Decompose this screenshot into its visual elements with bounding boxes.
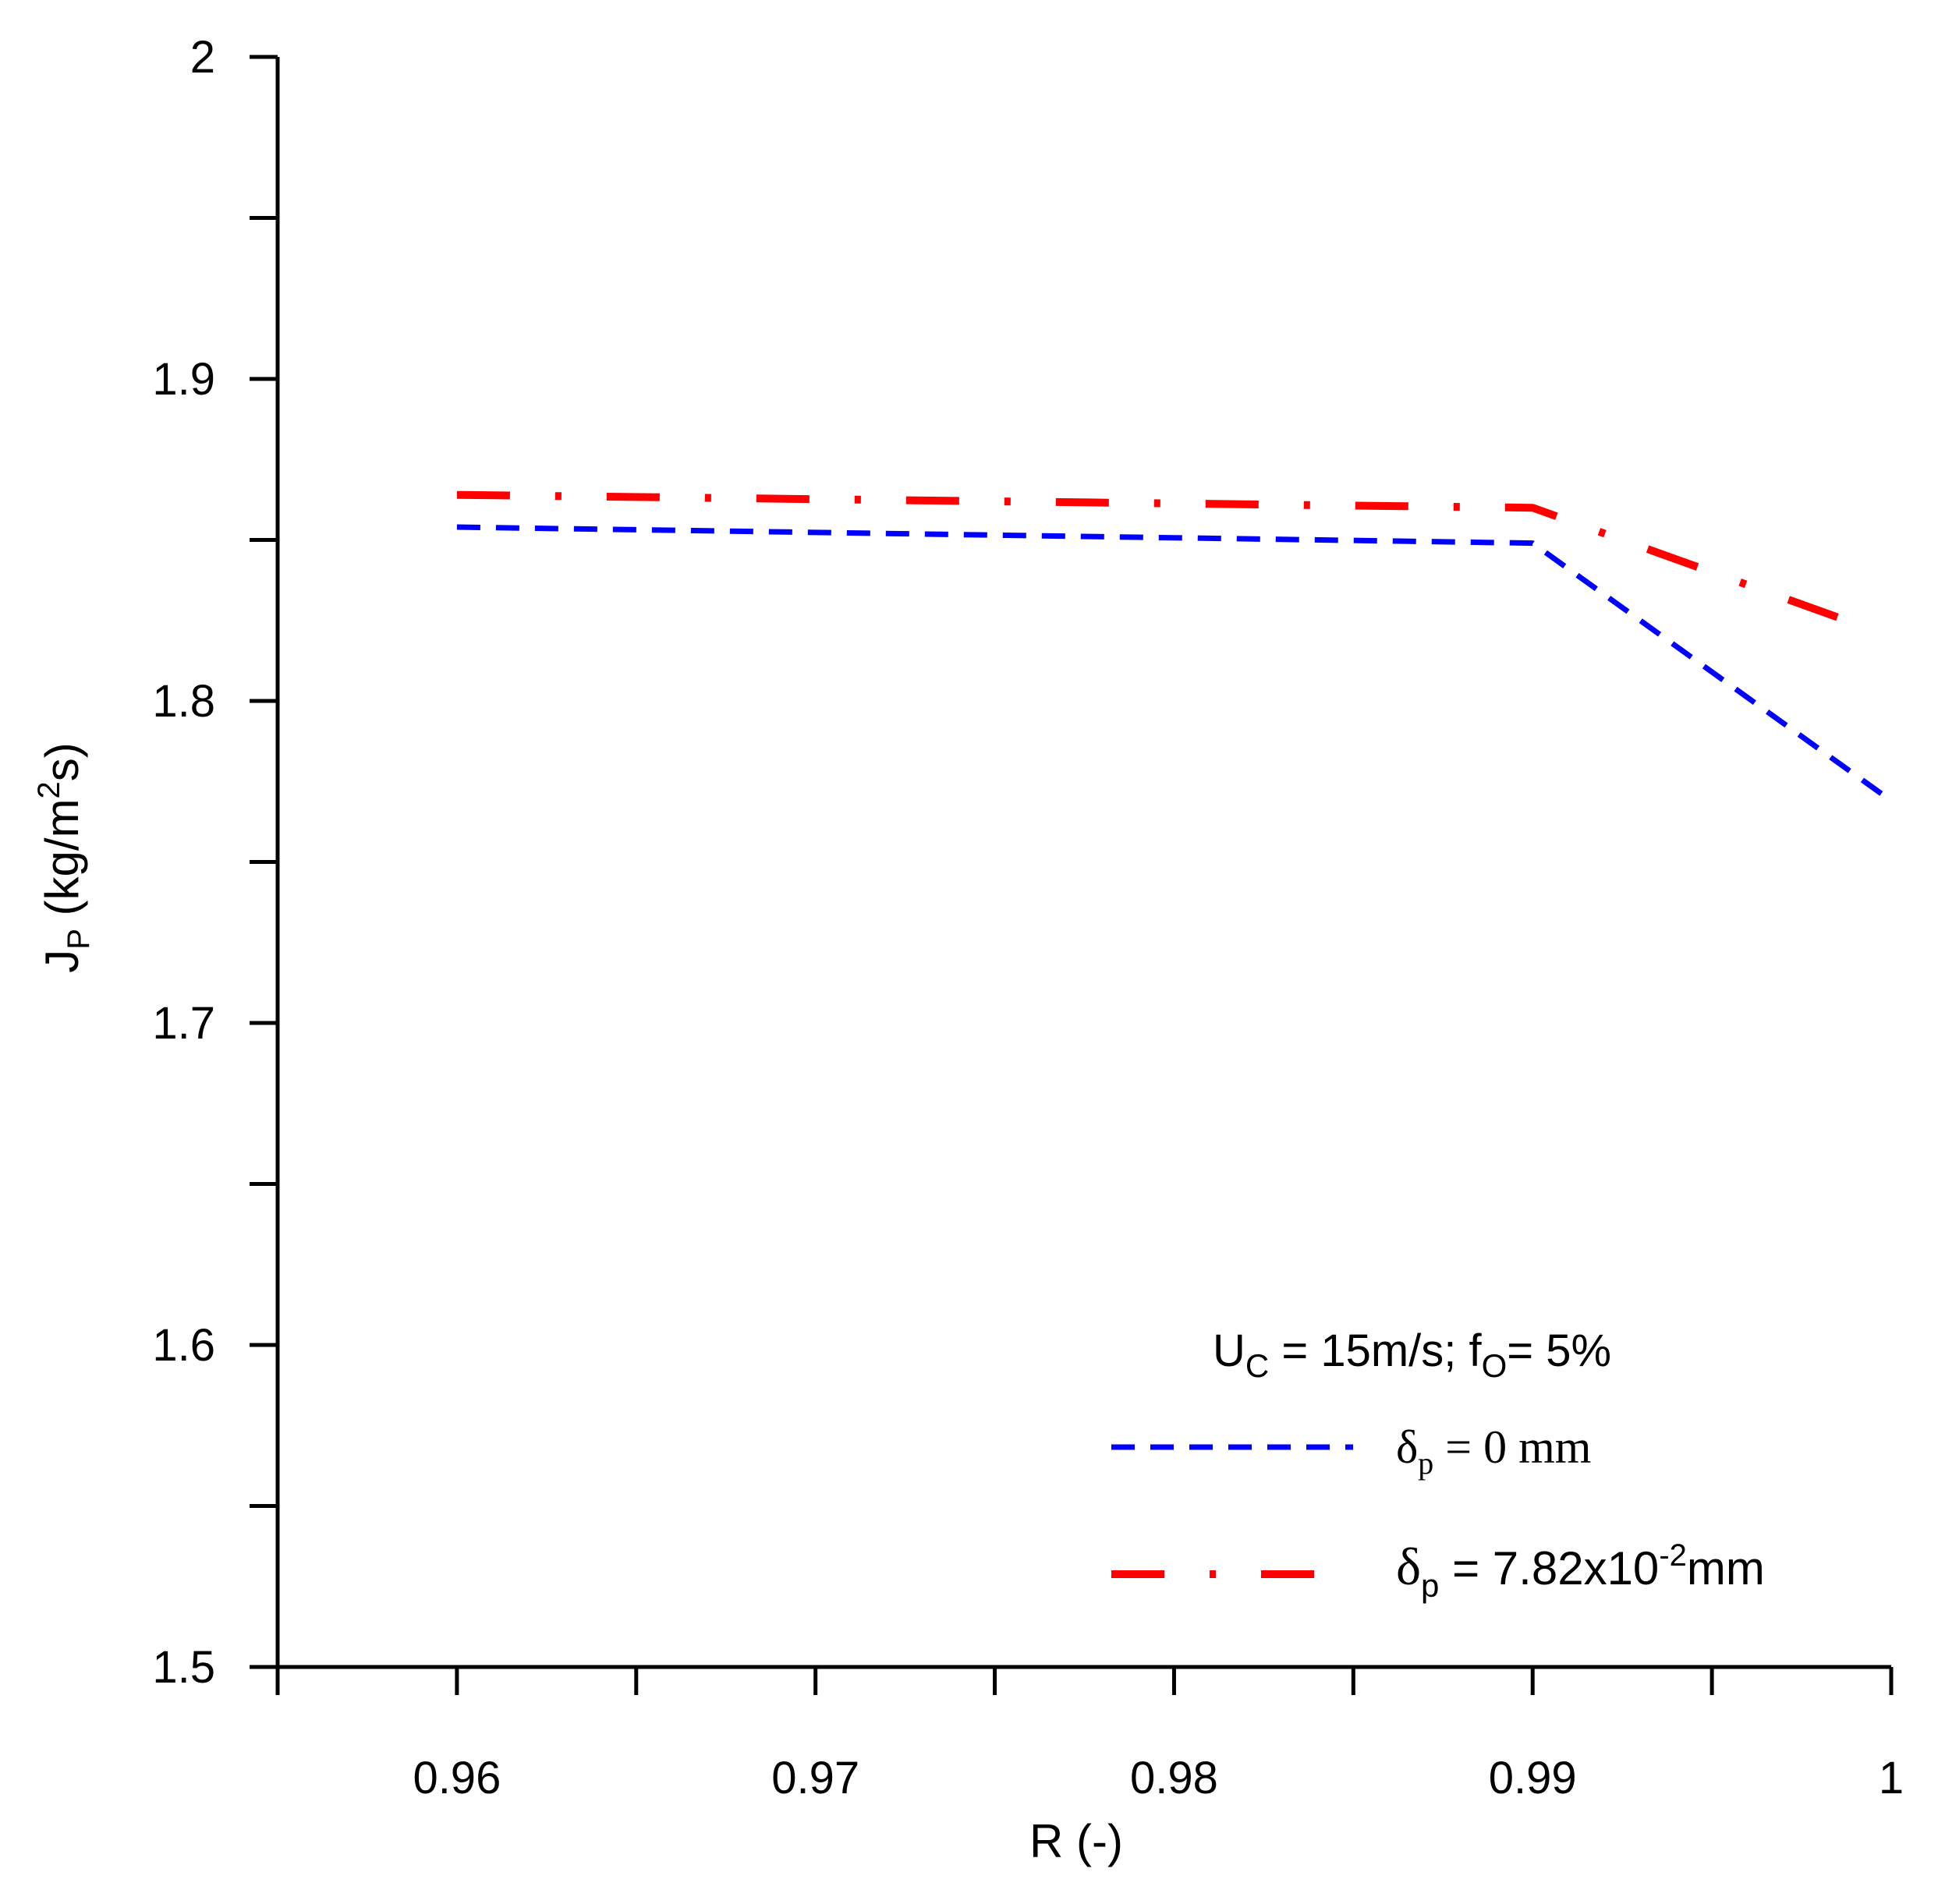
series-line-0 — [456, 524, 1894, 803]
legend-title-mid: = 15m/s; f — [1269, 1325, 1482, 1376]
x-tick-label: 0.99 — [1489, 1753, 1577, 1803]
series-layer — [456, 490, 1894, 803]
y-tick-label: 1.6 — [152, 1320, 215, 1371]
y-tick-label: 1.8 — [152, 676, 215, 727]
y-tick-label: 1.9 — [152, 354, 215, 405]
y-axis-title-unit-sup: 2 — [32, 781, 66, 798]
x-tick-label: 0.98 — [1130, 1753, 1218, 1803]
y-axis-title-sub: P — [62, 929, 96, 950]
legend: UC = 15m/s; fO= 5% δp = 0 mm δp = 7.82x1… — [1111, 1325, 1765, 1604]
y-tick-label: 1.5 — [152, 1642, 215, 1693]
legend-label-0: δp = 0 mm — [1396, 1421, 1591, 1481]
legend-label-1-symbol: δ — [1396, 1537, 1421, 1596]
y-axis-title-unit-after: s) — [36, 742, 88, 781]
y-tick-label: 2 — [190, 32, 215, 83]
y-tick-label: 1.7 — [152, 998, 215, 1049]
legend-label-0-rest: = 0 mm — [1433, 1421, 1591, 1473]
x-tick-label: 0.97 — [771, 1753, 859, 1803]
legend-label-1-rest: = 7.82x10 — [1439, 1542, 1659, 1594]
series-line-1 — [456, 490, 1839, 621]
legend-label-1-sub: p — [1421, 1567, 1439, 1604]
legend-title-f-sub: O — [1482, 1347, 1508, 1384]
legend-label-1: δp = 7.82x10-2mm — [1396, 1537, 1765, 1604]
legend-title-u: U — [1213, 1325, 1245, 1376]
axes-layer: 0.96 0.97 0.98 0.99 1 1.5 1.6 1.7 1.8 1.9 2 — [152, 32, 1904, 1803]
plot-area: 0.96 0.97 0.98 0.99 1 1.5 1.6 1.7 1.8 1.9 2 — [152, 32, 1904, 1803]
legend-title-end: = 5% — [1507, 1325, 1611, 1376]
legend-label-1-end: mm — [1687, 1542, 1765, 1594]
x-axis-title: R (-) — [1029, 1815, 1123, 1867]
x-tick-label: 1 — [1879, 1753, 1904, 1803]
legend-label-1-sup: -2 — [1659, 1538, 1687, 1573]
x-tick-label: 0.96 — [413, 1753, 501, 1803]
legend-label-0-symbol: δ — [1396, 1421, 1418, 1473]
legend-title-u-sub: C — [1245, 1347, 1269, 1384]
legend-title: UC = 15m/s; fO= 5% — [1213, 1325, 1611, 1384]
y-axis-title: JP (kg/m2s) — [32, 742, 96, 973]
y-axis-title-main: J — [36, 950, 88, 973]
legend-label-0-sub: p — [1418, 1446, 1433, 1481]
y-axis-title-unit-before: (kg/m — [36, 798, 88, 929]
